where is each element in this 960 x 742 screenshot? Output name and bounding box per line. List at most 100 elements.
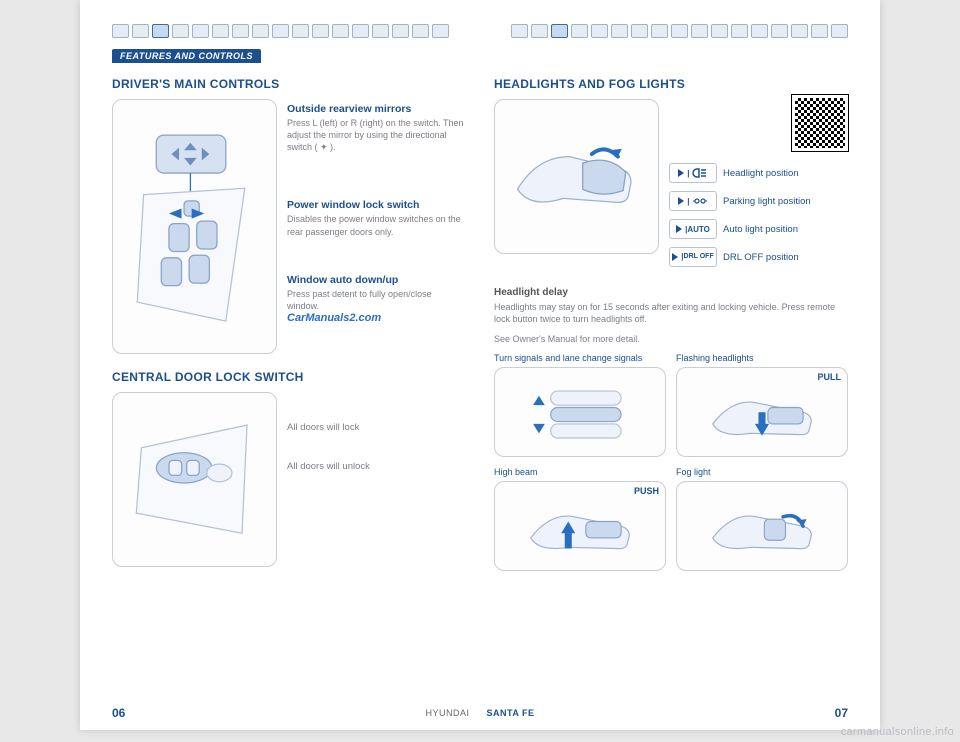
mirrors-desc: Press L (left) or R (right) on the switc… [287,117,466,153]
foglight-block: Fog light [676,467,848,571]
highbeam-figure: PUSH [494,481,666,571]
nav-icon [132,24,149,38]
nav-icon [432,24,449,38]
headlight-stalk-illustration-icon [511,115,641,237]
turn-signal-illustration-icon [512,377,648,447]
section-bar: FEATURES AND CONTROLS [112,49,261,63]
headlight-top-block: | Headlight position | Parking light pos… [494,99,848,275]
position-row: | Headlight position [669,163,848,183]
nav-icon [531,24,548,38]
qr-code-icon [792,95,848,151]
headlight-position-icon: | [669,163,717,183]
right-column: HEADLIGHTS AND FOG LIGHTS [494,77,848,581]
foglight-illustration-icon [694,491,830,561]
nav-icon [312,24,329,38]
push-badge: PUSH [634,486,659,496]
stalk-grid-row1: Turn signals and lane change signals [494,353,848,457]
nav-icon [252,24,269,38]
page-number-left: 06 [112,706,125,720]
powerlock-title: Power window lock switch [287,199,466,211]
nav-icon [671,24,688,38]
page-number-right: 07 [835,706,848,720]
dmc-figure [112,99,277,354]
nav-icon [172,24,189,38]
headlight-delay-title: Headlight delay [494,287,848,298]
nav-icon [691,24,708,38]
flash-illustration-icon [694,377,830,447]
drl-off-position-icon: | DRL OFF [669,247,717,267]
site-watermark: carmanualsonline.info [841,726,954,738]
footer-model: SANTA FE [487,708,535,718]
nav-icon [372,24,389,38]
position-label: Auto light position [723,224,798,235]
position-list: | Headlight position | Parking light pos… [669,163,848,267]
parking-position-icon: | [669,191,717,211]
headlight-delay-desc1: Headlights may stay on for 15 seconds af… [494,301,848,325]
nav-icon-active [152,24,169,38]
nav-icon [571,24,588,38]
auto-position-icon: | AUTO [669,219,717,239]
dmc-block: Outside rearview mirrors Press L (left) … [112,99,466,354]
headlight-right-panel: | Headlight position | Parking light pos… [669,99,848,275]
cdl-figure [112,392,277,567]
page-footer: 06 HYUNDAI SANTA FE 07 [112,706,848,720]
nav-icon [332,24,349,38]
cdl-title: CENTRAL DOOR LOCK SWITCH [112,370,466,384]
nav-icon [412,24,429,38]
nav-icon [771,24,788,38]
position-label: Headlight position [723,168,799,179]
turn-signal-figure [494,367,666,457]
pull-badge: PULL [818,372,842,382]
position-row: | Parking light position [669,191,848,211]
nav-icon [352,24,369,38]
nav-icon [811,24,828,38]
headlights-title: HEADLIGHTS AND FOG LIGHTS [494,77,848,91]
door-lock-illustration-icon [129,410,259,548]
position-row: | AUTO Auto light position [669,219,848,239]
position-row: | DRL OFF DRL OFF position [669,247,848,267]
watermark-carmanuals2: CarManuals2.com [287,312,466,324]
headlight-stalk-figure [494,99,659,254]
turn-signal-caption: Turn signals and lane change signals [494,353,666,363]
nav-icon [272,24,289,38]
mirrors-title: Outside rearview mirrors [287,103,466,115]
nav-icon [711,24,728,38]
headlight-delay-desc2: See Owner's Manual for more detail. [494,333,848,345]
nav-icon [751,24,768,38]
footer-mid: HYUNDAI SANTA FE [425,708,534,718]
autodown-desc: Press past detent to fully open/close wi… [287,288,466,312]
auto-text: AUTO [687,225,710,234]
nav-icon [631,24,648,38]
foglight-figure [676,481,848,571]
stalk-grid-row2: High beam PUSH Fog light [494,467,848,571]
flash-block: Flashing headlights PULL [676,353,848,457]
highbeam-caption: High beam [494,467,666,477]
cdl-block: All doors will lock All doors will unloc… [112,392,466,567]
nav-strip-right [511,24,848,38]
cdl-text-column: All doors will lock All doors will unloc… [287,392,466,567]
highbeam-illustration-icon [512,491,648,561]
nav-icon-active [551,24,568,38]
nav-icon [511,24,528,38]
nav-icon [232,24,249,38]
nav-icon [791,24,808,38]
flash-caption: Flashing headlights [676,353,848,363]
drl-off-text: DRL OFF [684,254,714,260]
dmc-text-column: Outside rearview mirrors Press L (left) … [287,99,466,354]
nav-icon [591,24,608,38]
two-column-layout: DRIVER'S MAIN CONTROLS [112,77,848,581]
manual-page: FEATURES AND CONTROLS DRIVER'S MAIN CONT… [80,0,880,730]
door-control-illustration-icon [129,125,259,327]
nav-icon [731,24,748,38]
page-inner: FEATURES AND CONTROLS DRIVER'S MAIN CONT… [80,0,880,730]
nav-icon [212,24,229,38]
position-label: Parking light position [723,196,811,207]
flash-figure: PULL [676,367,848,457]
nav-icon [392,24,409,38]
powerlock-desc: Disables the power window switches on th… [287,213,466,237]
nav-icon [651,24,668,38]
top-nav-icon-row [112,24,848,38]
foglight-caption: Fog light [676,467,848,477]
nav-icon [831,24,848,38]
nav-icon [292,24,309,38]
